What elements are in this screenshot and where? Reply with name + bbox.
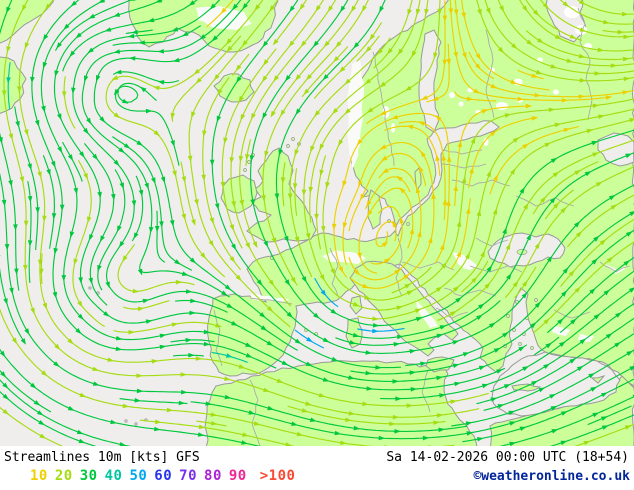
- legend-value-90: 90: [228, 468, 247, 484]
- legend-value-80: 80: [204, 468, 222, 484]
- wind-streamlines: [0, 0, 634, 446]
- legend-value-10: 10: [30, 468, 48, 484]
- valid-time: Sa 14-02-2026 00:00 UTC (18+54): [386, 450, 629, 465]
- map-title: Streamlines 10m [kts] GFS: [4, 450, 200, 465]
- legend-value-60: 60: [154, 468, 173, 484]
- copyright-text: ©weatheronline.co.uk: [473, 469, 630, 484]
- legend-value-50: 50: [129, 468, 148, 484]
- weather-map: [0, 0, 634, 446]
- wind-speed-legend: 10 20 30 40 50 60 70 80 90 >100: [0, 468, 302, 484]
- footer-row-legend: 10 20 30 40 50 60 70 80 90 >100 ©weatheronline.co…: [0, 465, 634, 484]
- legend-value-40: 40: [104, 468, 123, 484]
- legend-value-30: 30: [79, 468, 98, 484]
- legend-value-20: 20: [54, 468, 73, 484]
- legend-value-gt100: >100: [259, 468, 296, 484]
- map-footer: Streamlines 10m [kts] GFS Sa 14-02-2026 …: [0, 446, 634, 490]
- footer-row-title: Streamlines 10m [kts] GFS Sa 14-02-2026 …: [0, 446, 634, 465]
- legend-value-70: 70: [179, 468, 198, 484]
- islands: [88, 137, 606, 426]
